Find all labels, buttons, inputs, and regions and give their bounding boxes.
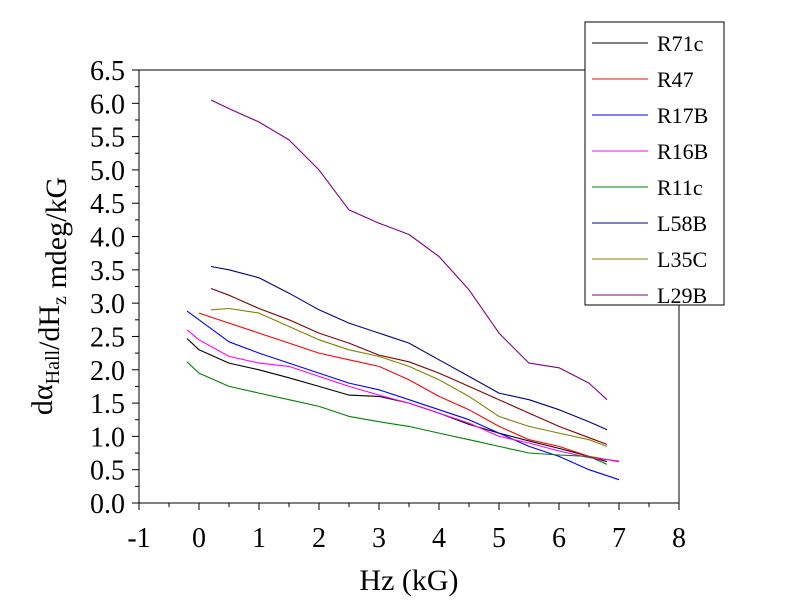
y-tick-label: 4.0 xyxy=(90,223,125,254)
x-tick-label: 2 xyxy=(312,523,326,554)
series-line-l58b xyxy=(210,265,608,431)
y-tick-label: 1.0 xyxy=(90,422,125,453)
x-tick-label: 0 xyxy=(192,523,206,554)
legend-label: R17B xyxy=(657,103,708,128)
series-line-r17b xyxy=(186,310,620,481)
x-tick-label: 7 xyxy=(612,523,626,554)
x-tick-label: 8 xyxy=(672,523,686,554)
y-tick-label: 3.5 xyxy=(90,256,125,287)
y-tick-labels: 0.00.51.01.52.02.53.03.54.04.55.05.56.06… xyxy=(90,56,125,520)
series-lines xyxy=(186,99,620,481)
legend-label: L58B xyxy=(657,211,707,236)
series-line-l35c xyxy=(210,307,608,447)
x-tick-label: -1 xyxy=(127,523,150,554)
y-tick-label: 6.0 xyxy=(90,89,125,120)
y-tick-label: 4.5 xyxy=(90,189,125,220)
x-tick-label: 3 xyxy=(372,523,386,554)
y-tick-label: 2.0 xyxy=(90,356,125,387)
y-tick-label: 0.0 xyxy=(90,489,125,520)
y-tick-label: 6.5 xyxy=(90,56,125,87)
y-tick-label: 2.5 xyxy=(90,322,125,353)
legend-label: L29B xyxy=(657,283,707,308)
y-tick-label: 1.5 xyxy=(90,389,125,420)
series-line-unlabeled-8 xyxy=(210,287,608,445)
series-line-l29b xyxy=(210,99,608,401)
legend-label: R11c xyxy=(657,175,703,200)
series-line-r11c xyxy=(186,361,608,465)
series-line-r16b xyxy=(186,329,620,462)
series-line-r47 xyxy=(198,312,620,463)
y-tick-label: 0.5 xyxy=(90,456,125,487)
y-tick-label: 3.0 xyxy=(90,289,125,320)
x-tick-label: 6 xyxy=(552,523,566,554)
x-tick-labels: -1 0 1 2 3 4 5 6 7 8 xyxy=(127,523,686,554)
y-tick-label: 5.5 xyxy=(90,123,125,154)
legend-box xyxy=(584,21,725,306)
x-axis-title: Hz (kG) xyxy=(359,564,458,597)
x-tick-label: 1 xyxy=(252,523,266,554)
legend-label: R16B xyxy=(657,139,708,164)
tick-marks xyxy=(132,69,680,510)
legend: R71c R47 R17B R16B R11c L58B L35C L29B xyxy=(584,21,725,308)
y-axis-title: dαHall/dHz mdeg/kG xyxy=(26,177,73,415)
series-line-r71c xyxy=(186,338,608,463)
legend-label: R71c xyxy=(657,31,704,56)
x-tick-label: 5 xyxy=(492,523,506,554)
legend-label: L35C xyxy=(657,247,707,272)
x-tick-label: 4 xyxy=(432,523,446,554)
legend-label: R47 xyxy=(657,67,694,92)
y-tick-label: 5.0 xyxy=(90,156,125,187)
